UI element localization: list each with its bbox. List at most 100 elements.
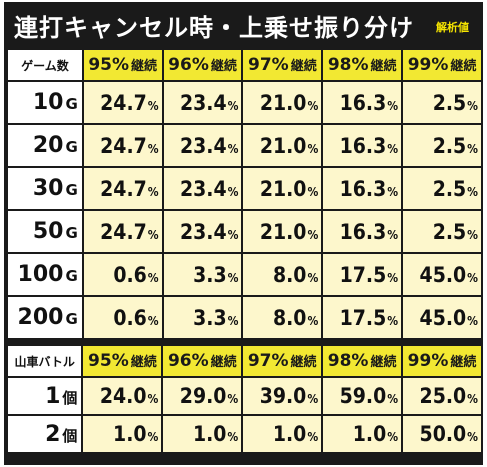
value-cell: 16.3% xyxy=(323,125,402,166)
value-cell: 45.0% xyxy=(403,297,481,338)
header-97: 97% 継続 xyxy=(243,346,322,376)
header-label: 継続 xyxy=(450,355,477,370)
value-cell: 2.5% xyxy=(403,125,481,166)
percent-sign: % xyxy=(147,313,159,328)
percent-sign: % xyxy=(307,141,319,156)
header-pct: 97% xyxy=(247,351,289,371)
value-cell: 17.5% xyxy=(323,254,402,295)
value-cell: 3.3% xyxy=(163,254,242,295)
value-cell: 24.7% xyxy=(83,168,162,209)
header-95: 95% 継続 xyxy=(83,50,162,80)
battle-table: 山車バトル 95% 継続 96% 継続 97% 継続 98% 継続 99% 継続 1 個 24… xyxy=(6,344,483,454)
value-cell: 59.0% xyxy=(323,378,402,414)
header-pct: 99% xyxy=(407,55,449,75)
percent-sign: % xyxy=(467,98,478,113)
value-cell: 45.0% xyxy=(403,254,481,295)
percent-sign: % xyxy=(307,430,319,444)
table-header-row: ゲーム数 95% 継続 96% 継続 97% 継続 98% 継続 99% 継続 xyxy=(8,50,481,80)
row-number: 50 xyxy=(32,219,64,244)
header-label: 継続 xyxy=(370,59,397,74)
value-cell: 39.0% xyxy=(243,378,322,414)
header-96: 96% 継続 xyxy=(163,50,242,80)
value-cell: 24.7% xyxy=(83,211,162,252)
table-row: 200 G 0.6% 3.3% 8.0% 17.5% 45.0% xyxy=(8,297,481,338)
percent-sign: % xyxy=(387,227,399,242)
percent-sign: % xyxy=(307,184,319,199)
corner-label: 山車バトル xyxy=(8,346,82,376)
value-cell: 8.0% xyxy=(243,297,322,338)
percent-sign: % xyxy=(227,270,239,285)
table-row: 20 G 24.7% 23.4% 21.0% 16.3% 2.5% xyxy=(8,125,481,166)
value-cell: 23.4% xyxy=(163,82,242,123)
header-97: 97% 継続 xyxy=(243,50,322,80)
value-number: 24.7 xyxy=(100,90,147,115)
value-number: 24.7 xyxy=(100,133,147,158)
value-number: 21.0 xyxy=(259,90,307,115)
value-number: 8.0 xyxy=(272,262,307,287)
header-pct: 96% xyxy=(167,351,209,371)
percent-sign: % xyxy=(227,392,239,406)
value-number: 24.0 xyxy=(99,384,147,408)
header-label: 継続 xyxy=(131,59,158,74)
title-bar: 連打キャンセル時・上乗せ振り分け 解析値 xyxy=(4,2,483,46)
percent-sign: % xyxy=(307,313,319,328)
value-cell: 16.3% xyxy=(323,168,402,209)
section-divider xyxy=(4,340,483,346)
percent-sign: % xyxy=(387,313,399,328)
value-cell: 29.0% xyxy=(163,378,242,414)
value-cell: 3.3% xyxy=(163,297,242,338)
percent-sign: % xyxy=(467,227,478,242)
value-cell: 1.0% xyxy=(163,416,242,452)
value-number: 8.0 xyxy=(272,305,307,330)
value-number: 25.0 xyxy=(419,384,467,408)
row-unit: G xyxy=(65,181,78,199)
value-number: 39.0 xyxy=(259,384,307,408)
row-number: 100 xyxy=(17,262,64,287)
value-number: 3.3 xyxy=(193,262,227,287)
table-row: 30 G 24.7% 23.4% 21.0% 16.3% 2.5% xyxy=(8,168,481,209)
header-pct: 96% xyxy=(168,55,209,75)
percent-sign: % xyxy=(147,270,159,285)
header-99: 99% 継続 xyxy=(403,50,481,80)
value-cell: 16.3% xyxy=(323,211,402,252)
percent-sign: % xyxy=(227,430,239,444)
header-95: 95% 継続 xyxy=(83,346,162,376)
row-unit: G xyxy=(65,310,78,328)
table-row: 1 個 24.0% 29.0% 39.0% 59.0% 25.0% xyxy=(8,378,481,414)
value-number: 1.0 xyxy=(272,422,307,446)
row-label: 50 G xyxy=(8,211,82,252)
percent-sign: % xyxy=(147,430,159,444)
value-number: 59.0 xyxy=(339,384,387,408)
value-number: 21.0 xyxy=(259,219,307,244)
value-number: 3.3 xyxy=(193,305,227,330)
table-row: 2 個 1.0% 1.0% 1.0% 1.0% 50.0% xyxy=(8,416,481,452)
value-number: 24.7 xyxy=(100,219,147,244)
percent-sign: % xyxy=(387,430,399,444)
value-number: 45.0 xyxy=(419,262,467,287)
value-number: 21.0 xyxy=(259,176,307,201)
value-cell: 16.3% xyxy=(323,82,402,123)
row-number: 10 xyxy=(32,90,64,115)
header-label: 継続 xyxy=(210,355,237,370)
percent-sign: % xyxy=(147,184,159,199)
percent-sign: % xyxy=(147,141,159,156)
value-number: 1.0 xyxy=(192,422,227,446)
header-pct: 98% xyxy=(327,55,369,75)
header-label: 継続 xyxy=(370,355,397,370)
row-unit: 個 xyxy=(62,426,78,445)
value-number: 1.0 xyxy=(352,422,387,446)
percent-sign: % xyxy=(307,392,319,406)
header-99: 99% 継続 xyxy=(403,346,481,376)
value-cell: 24.7% xyxy=(83,82,162,123)
value-cell: 1.0% xyxy=(83,416,162,452)
value-cell: 2.5% xyxy=(403,211,481,252)
percent-sign: % xyxy=(307,227,319,242)
value-cell: 21.0% xyxy=(243,168,322,209)
corner-label: ゲーム数 xyxy=(8,50,82,80)
value-cell: 2.5% xyxy=(403,82,481,123)
value-number: 2.5 xyxy=(432,176,467,201)
percent-sign: % xyxy=(467,184,478,199)
row-unit: G xyxy=(65,95,78,113)
value-number: 24.7 xyxy=(100,176,147,201)
